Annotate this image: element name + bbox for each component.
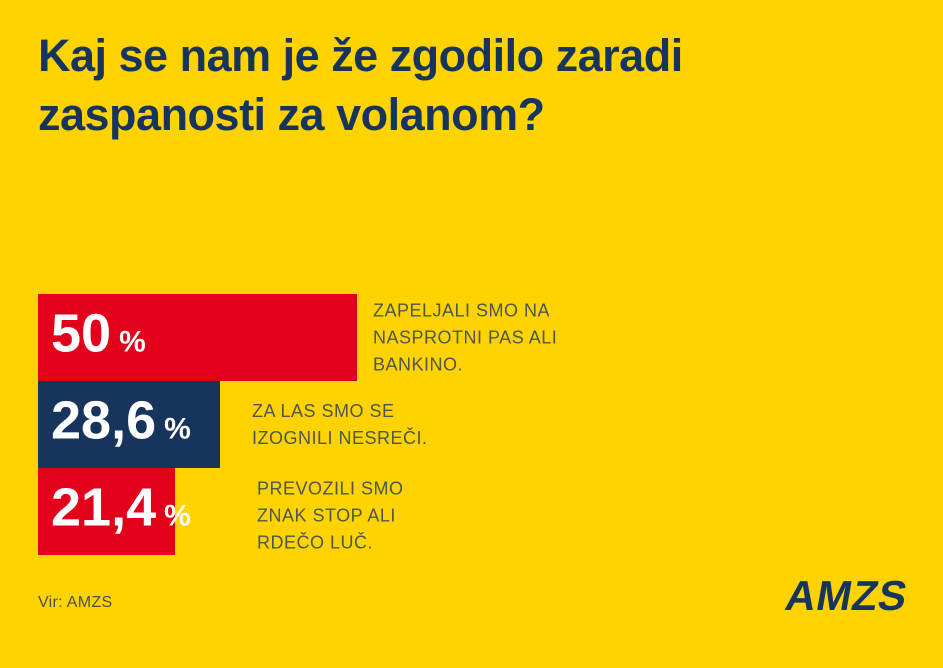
- chart-title: Kaj se nam je že zgodilo zaradi zaspanost…: [38, 26, 898, 144]
- bar-28-6-percent: [38, 381, 220, 468]
- chart-title-line-2: zaspanosti za volanom?: [38, 89, 545, 140]
- bar-value-number: 50: [51, 303, 112, 363]
- source-credit: Vir: AMZS: [38, 594, 113, 611]
- chart-title-line-1: Kaj se nam je že zgodilo zaradi: [38, 30, 683, 81]
- bar-value-number: 28,6: [51, 390, 157, 450]
- bar-row-ran-stop: 21,4% PREVOZILI SMO ZNAK STOP ALI RDEČO …: [38, 468, 943, 555]
- caption-line: PREVOZILI SMO: [257, 478, 404, 498]
- caption-line: ZNAK STOP ALI: [257, 505, 396, 525]
- percent-sign: %: [119, 325, 146, 358]
- bar-chart: 50% ZAPELJALI SMO NA NASPROTNI PAS ALI B…: [38, 294, 943, 555]
- percent-sign: %: [164, 412, 191, 445]
- bar-value-number: 21,4: [51, 477, 157, 537]
- percent-sign: %: [164, 499, 191, 532]
- caption-line: RDEČO LUČ.: [257, 532, 374, 552]
- amzs-logo: AMZS: [781, 572, 912, 619]
- bar-row-near-miss: 28,6% ZA LAS SMO SE IZOGNILI NESREČI.: [38, 381, 943, 468]
- caption-line: ZAPELJALI SMO NA: [373, 300, 551, 320]
- bar-21-4-percent: [38, 468, 175, 555]
- bar-value-label: 21,4%: [51, 480, 191, 543]
- caption-line: NASPROTNI PAS ALI: [373, 327, 558, 347]
- bar-value-label: 28,6%: [51, 393, 191, 456]
- bar-caption: ZAPELJALI SMO NA NASPROTNI PAS ALI BANKI…: [373, 297, 557, 378]
- bar-50-percent: [38, 294, 357, 381]
- bar-caption: PREVOZILI SMO ZNAK STOP ALI RDEČO LUČ.: [257, 475, 404, 556]
- caption-line: IZOGNILI NESREČI.: [252, 427, 428, 448]
- caption-line: ZA LAS SMO SE: [252, 400, 395, 421]
- bar-caption: ZA LAS SMO SE IZOGNILI NESREČI.: [252, 398, 428, 452]
- caption-line: BANKINO.: [373, 354, 464, 374]
- bar-value-label: 50%: [51, 306, 146, 369]
- bar-row-opposite-lane: 50% ZAPELJALI SMO NA NASPROTNI PAS ALI B…: [38, 294, 943, 381]
